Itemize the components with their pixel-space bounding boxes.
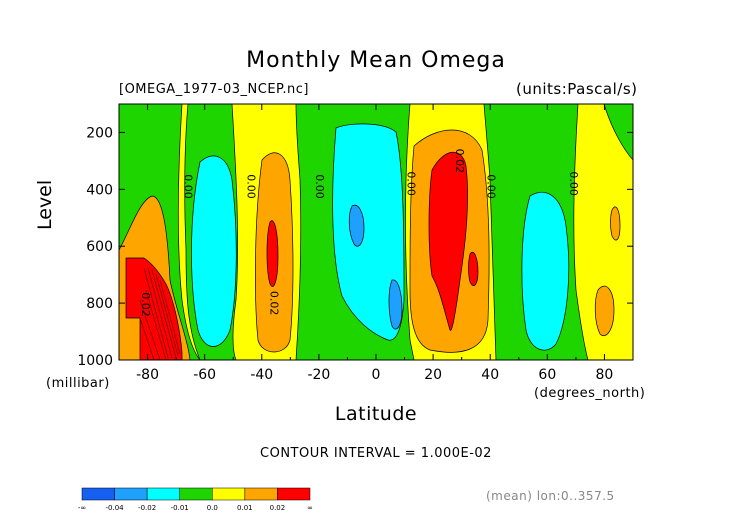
y-axis: 200 400 600 800 1000 xyxy=(77,125,633,369)
red-region-sh-mid xyxy=(266,220,279,287)
colorbar-swatch xyxy=(244,487,278,501)
contour-label: 0.00 xyxy=(313,174,326,199)
colorbar-swatch xyxy=(277,487,311,501)
file-label: [OMEGA_1977-03_NCEP.nc] xyxy=(119,82,309,97)
colorbar-swatch xyxy=(146,487,180,501)
x-tick-label: -40 xyxy=(250,367,273,383)
red-region-sh-polar xyxy=(125,257,183,360)
x-tick-label: 0 xyxy=(372,367,381,383)
colorbar-label: -∞ xyxy=(78,504,86,512)
colorbar-label: 0.0 xyxy=(207,504,218,512)
colorbar-swatch xyxy=(212,487,246,501)
cyan-region-tropics xyxy=(332,123,405,341)
y-axis-label: Level xyxy=(34,179,56,230)
colorbar-label: 0.01 xyxy=(237,504,253,512)
contour-label: 0.02 xyxy=(453,149,466,174)
x-tick-label: -80 xyxy=(136,367,159,383)
colorbar-swatch xyxy=(114,487,148,501)
contour-labels: 0.00 0.00 0.00 0.00 0.00 0.00 0.02 0.02 0.02 xyxy=(139,149,580,317)
contour-label: 0.00 xyxy=(567,171,580,196)
colorbar-label: -0.01 xyxy=(171,504,189,512)
blue-region-tropics-2 xyxy=(388,279,403,330)
colorbar-swatch xyxy=(179,487,213,501)
y-tick-label: 1000 xyxy=(77,353,113,369)
contour-fills xyxy=(119,104,633,360)
contour-interval-text: CONTOUR INTERVAL = 1.000E-02 xyxy=(260,446,492,461)
dense-contour-hatch xyxy=(139,267,181,360)
red-region-nh xyxy=(428,151,468,331)
y-tick-label: 200 xyxy=(86,125,113,141)
y-axis-unit: (millibar) xyxy=(46,376,110,391)
red-region-nh-small xyxy=(468,251,479,286)
chart-title: Monthly Mean Omega xyxy=(246,48,506,73)
contour-label: 0.02 xyxy=(139,292,152,317)
y-tick-label: 800 xyxy=(86,296,113,312)
mean-info-footer: (mean) lon:0..357.5 xyxy=(486,489,615,503)
green-region-nh-polar xyxy=(603,104,633,161)
contour-label: 0.02 xyxy=(267,291,280,316)
colorbar-label: ∞ xyxy=(307,504,313,512)
contour-label: 0.00 xyxy=(245,174,258,199)
x-axis: -80 -60 -40 -20 0 20 40 60 80 xyxy=(118,104,634,383)
units-label: (units:Pascal/s) xyxy=(516,80,638,98)
contour-label: 0.00 xyxy=(404,171,417,196)
orange-region-nh-small xyxy=(610,206,621,241)
orange-region-nh-polar xyxy=(594,285,615,336)
contour-label: 0.00 xyxy=(484,174,497,199)
contour-label: 0.00 xyxy=(182,174,195,199)
cyan-region-nh-mid xyxy=(521,191,570,351)
x-tick-label: 40 xyxy=(481,367,499,383)
colorbar-label: -0.02 xyxy=(138,504,156,512)
x-tick-label: -20 xyxy=(307,367,330,383)
x-axis-unit: (degrees_north) xyxy=(534,386,646,401)
x-tick-label: 80 xyxy=(596,367,614,383)
colorbar-swatch xyxy=(81,487,115,501)
x-tick-label: 60 xyxy=(538,367,556,383)
cyan-region-sh-mid xyxy=(191,155,237,347)
y-tick-label: 400 xyxy=(86,182,113,198)
blue-region-tropics-1 xyxy=(348,204,365,247)
colorbar: -∞ -0.04 -0.02 -0.01 0.0 0.01 0.02 ∞ xyxy=(78,487,313,512)
x-tick-label: 20 xyxy=(424,367,442,383)
y-tick-label: 600 xyxy=(86,239,113,255)
x-axis-label: Latitude xyxy=(334,403,418,425)
x-tick-label: -60 xyxy=(193,367,216,383)
colorbar-label: 0.02 xyxy=(270,504,286,512)
colorbar-label: -0.04 xyxy=(106,504,125,512)
